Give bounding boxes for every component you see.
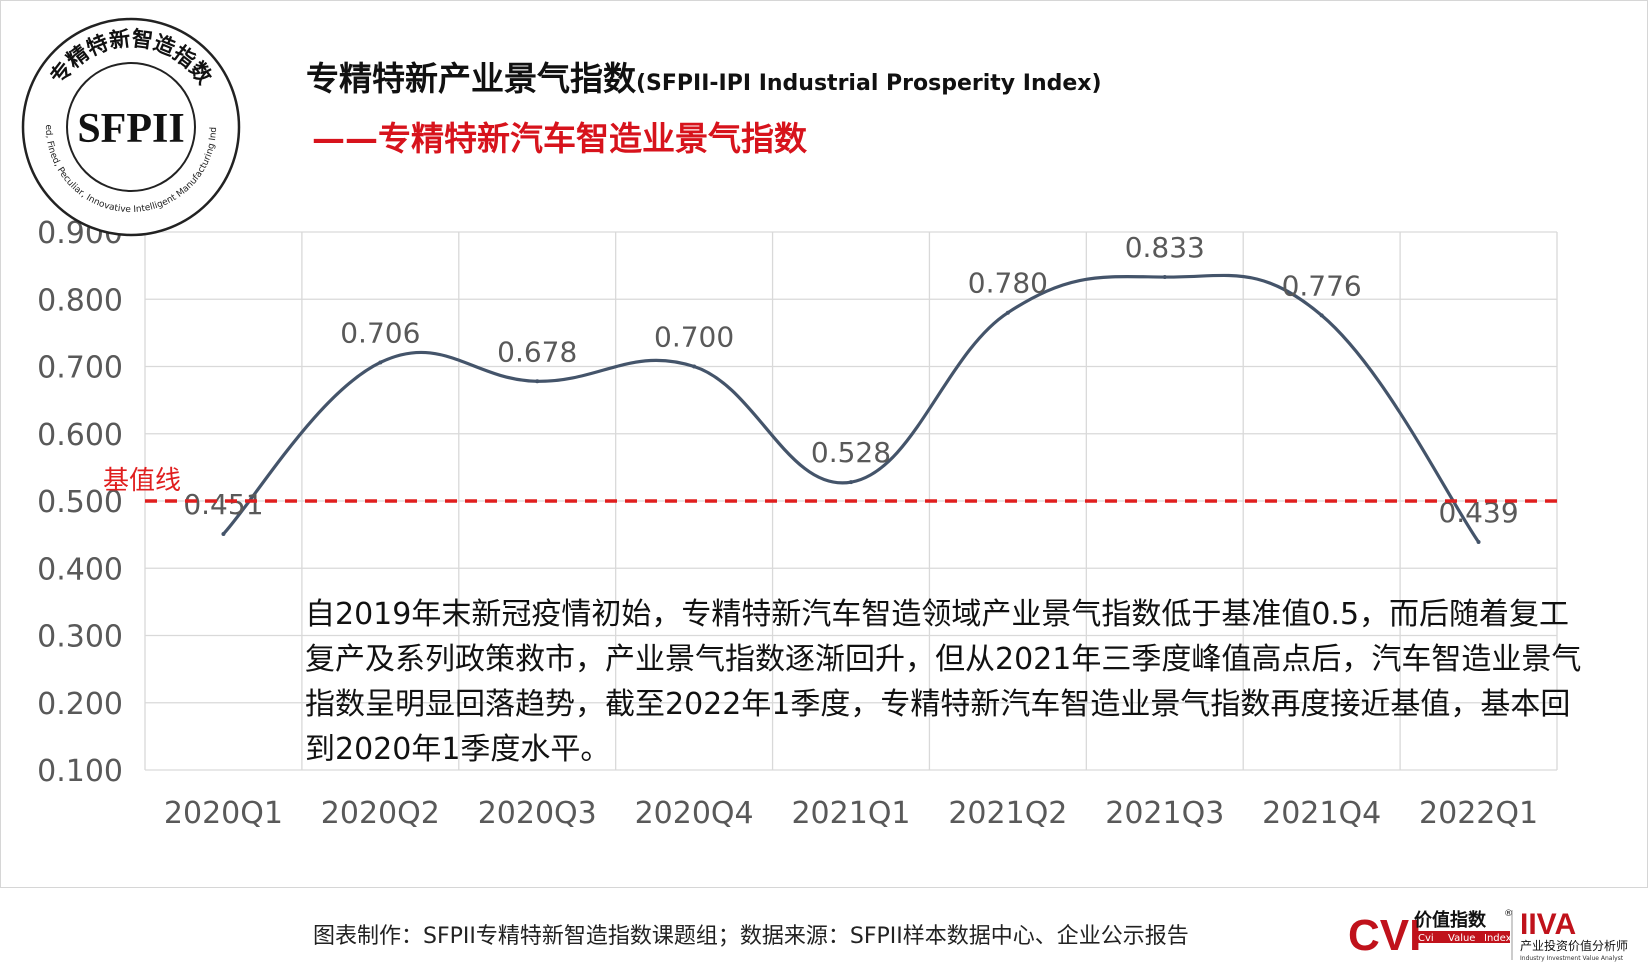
y-tick-label: 0.200: [37, 687, 123, 722]
x-axis-ticks: 2020Q1 2020Q2 2020Q3 2020Q4 2021Q1 2021Q2 2021…: [164, 796, 1538, 831]
x-tick-label: 2021Q4: [1262, 796, 1381, 831]
x-tick-label: 2021Q1: [791, 796, 910, 831]
data-point: [378, 360, 383, 365]
cvi-mark-text: CVI: [1348, 911, 1421, 960]
x-tick-label: 2021Q3: [1105, 796, 1224, 831]
data-label: 0.706: [340, 316, 420, 349]
data-label: 0.780: [968, 267, 1048, 300]
x-tick-label: 2022Q1: [1419, 796, 1538, 831]
data-label: 0.700: [654, 321, 734, 354]
y-tick-label: 0.700: [37, 351, 123, 386]
data-label: 0.776: [1282, 269, 1362, 302]
cvi-sub-1: Cvi: [1418, 933, 1434, 944]
cvi-sub-3: Index: [1484, 933, 1512, 944]
y-tick-label: 0.500: [37, 485, 123, 520]
page-subtitle: ——专精特新汽车智造业景气指数: [312, 119, 807, 158]
x-tick-label: 2020Q1: [164, 796, 283, 831]
cvi-logo: CVI 价值指数 ® Cvi Value Index: [1348, 909, 1513, 960]
y-tick-label: 0.100: [37, 754, 123, 789]
cvi-reg-text: ®: [1504, 909, 1513, 919]
iiva-name-text: 产业投资价值分析师: [1520, 938, 1628, 953]
data-point: [1319, 313, 1324, 318]
cvi-sub-2: Value: [1448, 933, 1475, 944]
data-point: [1005, 310, 1010, 315]
x-tick-label: 2020Q3: [478, 796, 597, 831]
sfpii-seal-logo: 专精特新智造指数 Specialized, Fined, Peculiar, I…: [20, 16, 241, 237]
x-tick-label: 2021Q2: [948, 796, 1067, 831]
data-point: [849, 480, 853, 485]
y-axis-ticks: 0.100 0.200 0.300 0.400 0.500 0.600 0.700 0.800…: [37, 216, 123, 789]
data-label: 0.451: [183, 488, 263, 521]
x-tick-label: 2020Q4: [635, 796, 754, 831]
iiva-sub-text: Industry Investment Value Analyst: [1520, 955, 1624, 962]
data-point: [1162, 275, 1167, 280]
data-label: 0.833: [1125, 231, 1205, 264]
y-tick-label: 0.800: [37, 283, 123, 318]
x-tick-label: 2020Q2: [321, 796, 440, 831]
data-label: 0.678: [497, 335, 577, 368]
title-en: (SFPII-IPI Industrial Prosperity Index): [636, 71, 1102, 96]
chart-frame: [0, 0, 1648, 888]
y-tick-label: 0.300: [37, 620, 123, 655]
chart-annotation: 自2019年末新冠疫情初始，专精特新汽车智造领域产业景气指数低于基准值0.5，而…: [305, 597, 1582, 767]
data-point: [221, 531, 226, 536]
data-label: 0.528: [811, 436, 891, 469]
data-point: [692, 364, 697, 369]
iiva-logo: IIVA 产业投资价值分析师 Industry Investment Value…: [1520, 908, 1628, 962]
line-chart: 0.100 0.200 0.300 0.400 0.500 0.600 0.700 0.800…: [37, 216, 1558, 831]
iiva-mark-text: IIVA: [1520, 908, 1576, 941]
cvi-name-text: 价值指数: [1414, 909, 1487, 931]
y-tick-label: 0.600: [37, 418, 123, 453]
y-tick-label: 0.400: [37, 552, 123, 587]
data-point: [1476, 540, 1481, 545]
data-point: [535, 379, 540, 384]
page-title: 专精特新产业景气指数(SFPII-IPI Industrial Prosperi…: [306, 52, 1102, 100]
source-footer: 图表制作：SFPII专精特新智造指数课题组；数据来源：SFPII样本数据中心、企…: [313, 924, 1189, 949]
data-labels: 0.451 0.706 0.678 0.700 0.528 0.780 0.833 0.776…: [183, 231, 1519, 545]
seal-center-text: SFPII: [77, 106, 184, 152]
baseline-label: 基值线: [103, 466, 181, 496]
title-cn: 专精特新产业景气指数: [306, 59, 636, 98]
